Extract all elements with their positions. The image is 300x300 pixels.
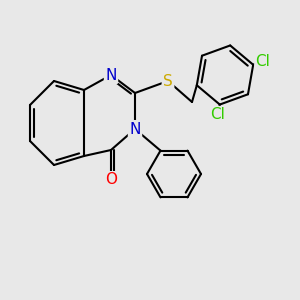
Text: S: S <box>163 74 173 88</box>
Text: Cl: Cl <box>211 107 225 122</box>
Text: Cl: Cl <box>256 54 271 69</box>
Text: N: N <box>105 68 117 82</box>
Text: O: O <box>105 172 117 188</box>
Text: N: N <box>129 122 141 136</box>
